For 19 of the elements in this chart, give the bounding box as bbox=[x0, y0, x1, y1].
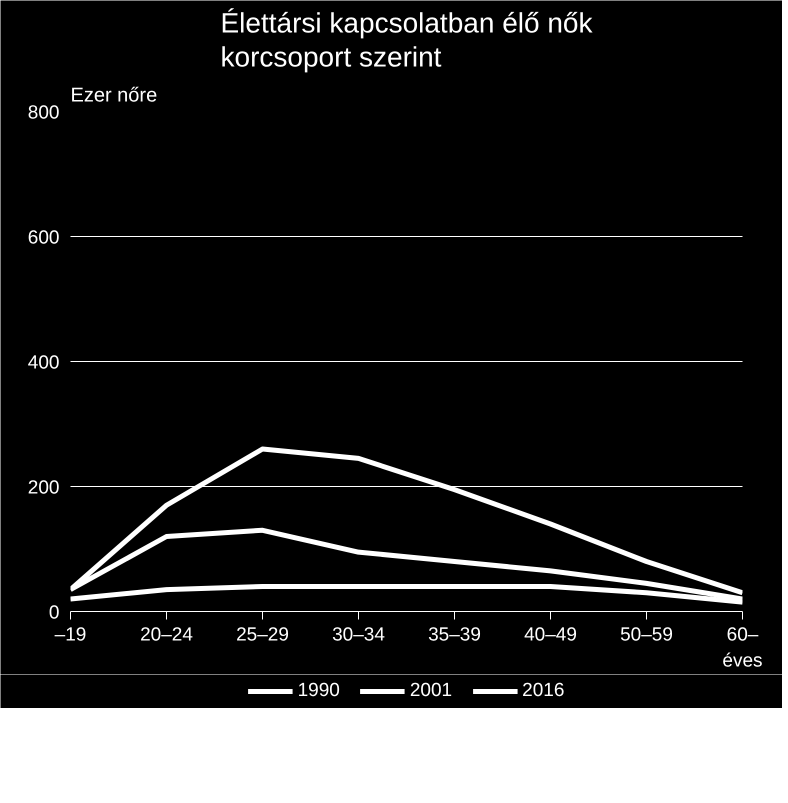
chart-title: Élettársi kapcsolatban élő nők korcsoport szerint bbox=[220, 7, 594, 72]
y-tick-label: 400 bbox=[28, 352, 60, 374]
legend-label: 1990 bbox=[298, 680, 340, 702]
y-axis-title: Ezer nőre bbox=[70, 84, 158, 106]
y-tick-label: 0 bbox=[48, 602, 60, 624]
legend-label: 2001 bbox=[410, 680, 452, 702]
x-tick-label: 50–59 bbox=[620, 624, 673, 646]
y-tick-label: 800 bbox=[28, 102, 60, 124]
y-tick-label: 200 bbox=[28, 478, 60, 498]
y-tick-label: 600 bbox=[28, 228, 60, 248]
legend-label: 2016 bbox=[522, 680, 564, 702]
x-tick-label: 30–34 bbox=[332, 624, 386, 646]
x-tick-label: 20–24 bbox=[140, 624, 194, 646]
x-tick-label: 40–49 bbox=[524, 624, 577, 646]
x-tick-label: 25–29 bbox=[236, 624, 289, 646]
x-tick-label: 35–39 bbox=[428, 624, 481, 646]
x-tick-label: 60– bbox=[726, 624, 759, 646]
x-axis-title: éves bbox=[722, 650, 763, 672]
x-tick-label: –19 bbox=[54, 624, 86, 646]
